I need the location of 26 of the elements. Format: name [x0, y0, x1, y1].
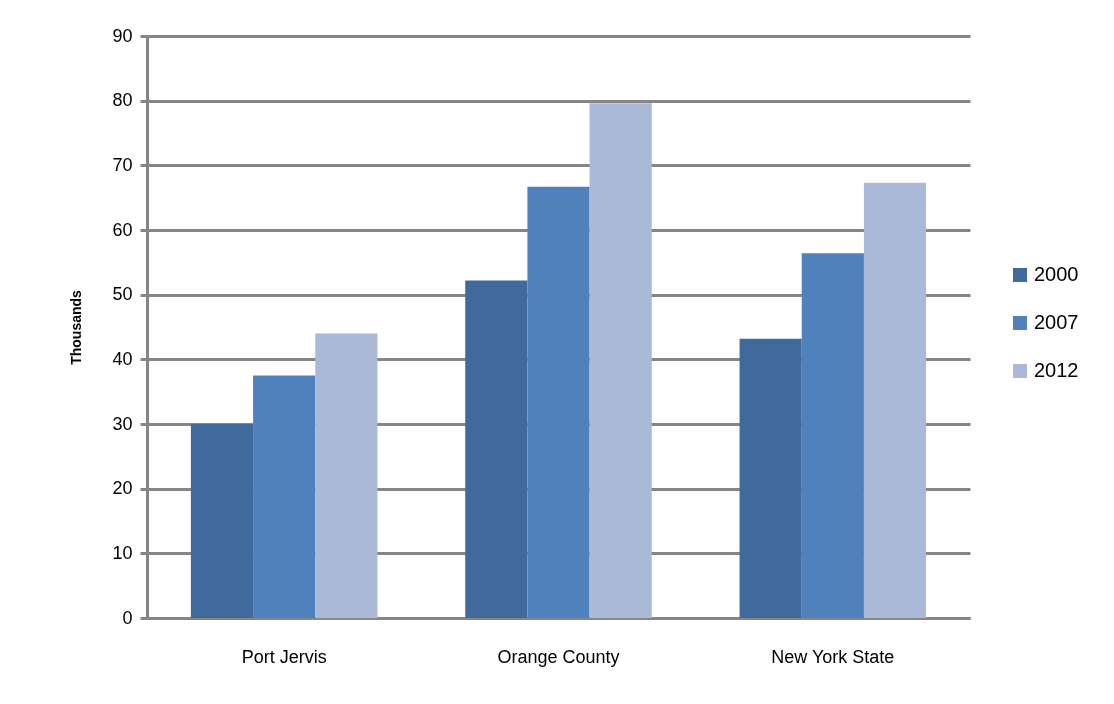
y-tick-label: 20	[112, 478, 133, 499]
x-tick-label: Orange County	[497, 646, 620, 667]
bar	[465, 280, 528, 618]
y-tick-label: 80	[112, 90, 133, 111]
bar	[253, 375, 316, 618]
y-tick-label: 90	[112, 25, 133, 46]
y-axis-title: Thousands	[68, 289, 85, 365]
bar	[527, 186, 590, 618]
y-tick-label: 0	[122, 607, 133, 628]
y-tick-label: 30	[112, 413, 133, 434]
bar	[863, 182, 927, 618]
bar	[190, 424, 254, 618]
legend-label: 2012	[1034, 359, 1079, 381]
x-tick-label: New York State	[771, 646, 895, 667]
bar	[801, 253, 864, 618]
bar	[589, 103, 652, 618]
legend-label: 2007	[1034, 311, 1079, 333]
y-tick-label: 50	[112, 284, 133, 305]
legend-label: 2000	[1034, 263, 1079, 285]
y-tick-label: 10	[112, 542, 133, 563]
y-tick-label: 40	[112, 348, 133, 369]
y-tick-label: 70	[112, 154, 133, 175]
bar	[315, 333, 378, 618]
x-tick-label: Port Jervis	[241, 646, 327, 667]
y-tick-label: 60	[112, 219, 133, 240]
bar	[739, 338, 802, 618]
